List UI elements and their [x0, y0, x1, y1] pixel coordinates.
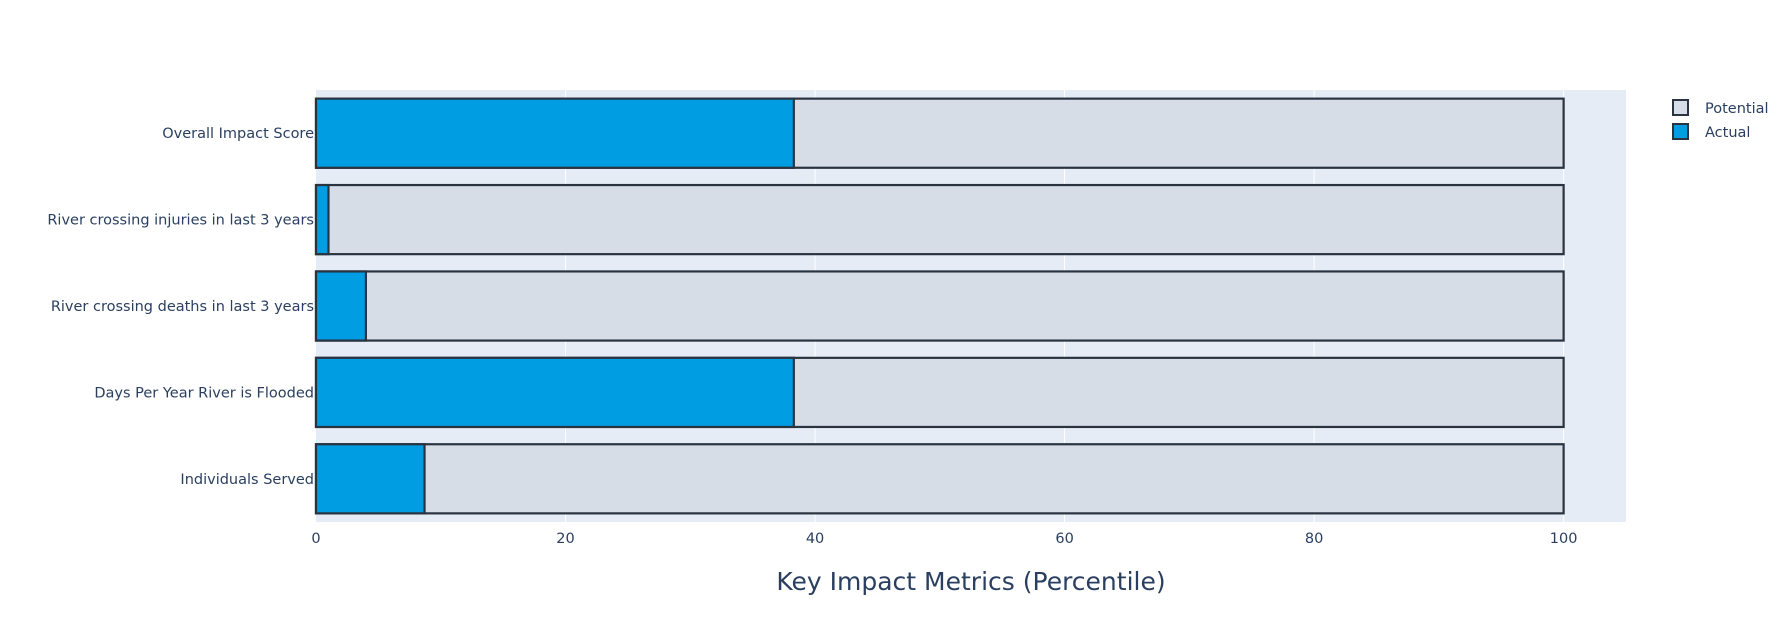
x-tick-label-0: 0: [311, 531, 320, 547]
x-tick-label-100: 100: [1550, 531, 1578, 547]
category-labels: Overall Impact Score River crossing injur…: [47, 126, 314, 488]
legend-swatch-potential: [1672, 99, 1689, 116]
bar-actual-1: [314, 183, 330, 256]
bar-potential-2: [314, 270, 1565, 342]
category-label-1: River crossing injuries in last 3 years: [47, 213, 314, 229]
legend-swatch-actual: [1672, 123, 1689, 140]
legend[interactable]: Potential Actual: [1672, 99, 1769, 141]
bar-actual-0: [314, 97, 795, 169]
x-tick-label-80: 80: [1305, 531, 1323, 547]
x-tick-label-20: 20: [556, 531, 574, 547]
bar-potential-4: [314, 443, 1565, 515]
x-tick-label-60: 60: [1055, 531, 1073, 547]
bar-potential-1: [314, 183, 1565, 256]
legend-item-actual[interactable]: Actual: [1672, 123, 1750, 141]
x-axis-title: Key Impact Metrics (Percentile): [776, 567, 1165, 596]
legend-label-potential: Potential: [1705, 101, 1769, 117]
category-label-4: Individuals Served: [180, 472, 314, 488]
x-tick-labels: 0 20 40 60 80 100: [311, 531, 1577, 547]
legend-item-potential[interactable]: Potential: [1672, 99, 1769, 117]
bar-actual-4: [314, 443, 426, 515]
x-tick-label-40: 40: [806, 531, 824, 547]
bar-actual-2: [314, 270, 368, 342]
legend-label-actual: Actual: [1705, 125, 1750, 141]
category-label-0: Overall Impact Score: [162, 126, 314, 142]
bars: [314, 97, 1565, 515]
category-label-2: River crossing deaths in last 3 years: [51, 299, 314, 315]
bar-actual-3: [314, 356, 795, 429]
category-label-3: Days Per Year River is Flooded: [94, 385, 314, 401]
